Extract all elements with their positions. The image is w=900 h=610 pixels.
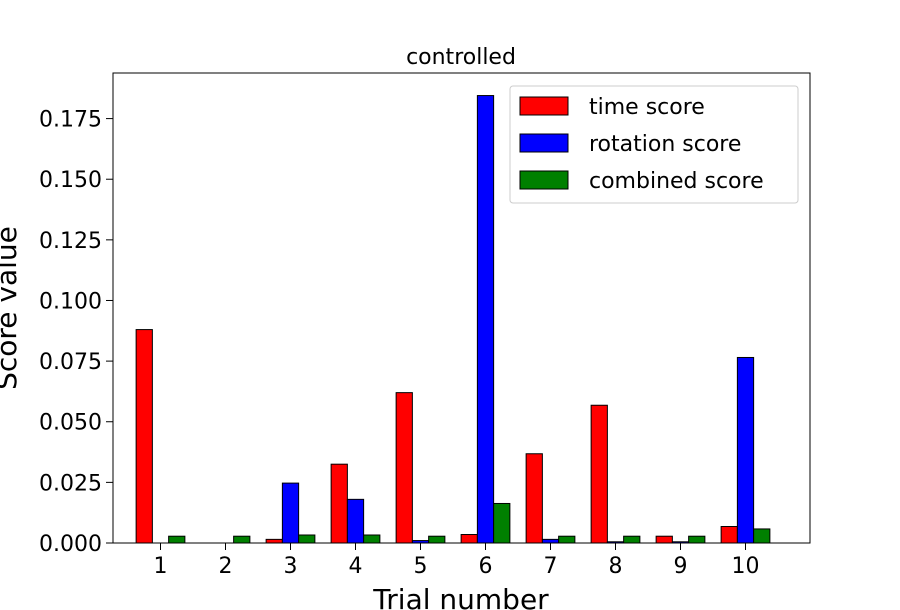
legend-swatch-time-score: [519, 96, 569, 116]
bar-combined-score-8: [623, 535, 641, 544]
y-tick-label: 0.075: [39, 350, 102, 375]
legend-label: time score: [589, 95, 705, 120]
bar-time-score-8: [590, 404, 608, 544]
bar-rotation-score-3: [281, 482, 300, 544]
bar-time-score-3: [265, 538, 283, 544]
x-axis-label: Trial number: [372, 583, 549, 610]
y-tick-label: 0.150: [39, 168, 102, 193]
x-tick-label: 7: [544, 554, 558, 579]
bar-time-score-6: [460, 534, 478, 544]
bar-combined-score-6: [493, 502, 511, 544]
bar-time-score-10: [720, 526, 738, 544]
y-tick-label: 0.025: [39, 471, 102, 496]
y-tick-label: 0.050: [39, 411, 102, 436]
x-tick-label: 4: [349, 554, 363, 579]
legend-box: [509, 85, 799, 204]
bar-time-score-9: [655, 535, 673, 544]
x-tick-label: 10: [732, 554, 760, 579]
bar-rotation-score-7: [541, 538, 560, 544]
x-tick-label: 3: [284, 554, 298, 579]
bar-rotation-score-4: [346, 498, 365, 544]
y-tick-label: 0.175: [39, 108, 102, 133]
y-tick-label: 0.000: [39, 532, 102, 557]
bar-combined-score-7: [558, 535, 576, 544]
x-tick-label: 2: [219, 554, 233, 579]
bar-time-score-5: [395, 392, 413, 544]
y-tick-label: 0.100: [39, 289, 102, 314]
bar-combined-score-5: [428, 535, 446, 544]
bar-combined-score-9: [688, 535, 706, 544]
x-tick-label: 5: [414, 554, 428, 579]
bar-combined-score-2: [233, 535, 251, 544]
x-tick-label: 9: [674, 554, 688, 579]
chart-title: controlled: [406, 45, 516, 70]
bar-rotation-score-10: [736, 356, 755, 544]
bar-time-score-1: [135, 329, 153, 544]
y-axis: 0.000 0.025 0.050 0.075 0.100 0.125 0.150 0.175: [39, 108, 113, 557]
bar-rotation-score-6: [476, 95, 495, 544]
bar-time-score-4: [330, 463, 348, 544]
legend-swatch-rotation-score: [519, 133, 569, 153]
legend: time score rotation score combined score: [509, 85, 799, 204]
bar-combined-score-1: [168, 535, 186, 544]
x-axis: 1 2 3 4 5 6 7 8 9 10: [154, 543, 760, 579]
bar-time-score-7: [525, 453, 543, 544]
plot-frame: [112, 72, 811, 544]
legend-swatch-combined-score: [519, 170, 569, 190]
legend-label: combined score: [589, 169, 764, 194]
bar-combined-score-10: [753, 528, 771, 544]
x-tick-label: 1: [154, 554, 168, 579]
bar-combined-score-3: [298, 534, 316, 544]
x-tick-label: 8: [609, 554, 623, 579]
bar-combined-score-4: [363, 534, 381, 544]
legend-label: rotation score: [589, 132, 741, 157]
x-tick-label: 6: [479, 554, 493, 579]
y-tick-label: 0.125: [39, 229, 102, 254]
y-axis-label: Score value: [0, 226, 23, 390]
